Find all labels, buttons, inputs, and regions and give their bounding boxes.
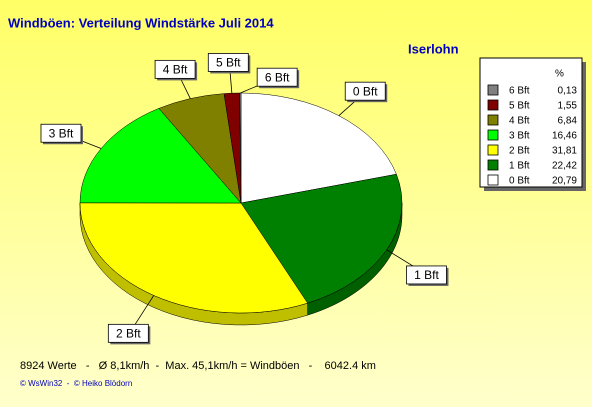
legend-label: 5 Bft [509, 101, 530, 112]
legend-label: 3 Bft [509, 131, 530, 142]
legend-title: % [555, 69, 564, 80]
slice-label: 0 Bft [353, 84, 378, 98]
legend-swatch [487, 84, 499, 96]
legend-value: 20,79 [552, 176, 577, 187]
chart-title: Windböen: Verteilung Windstärke Juli 201… [8, 15, 274, 30]
legend-label: 2 Bft [509, 146, 530, 157]
label-box [406, 265, 447, 285]
legend-label: 1 Bft [509, 161, 530, 172]
label-box [256, 67, 298, 87]
slice-label: 4 Bft [163, 63, 188, 77]
credits: © WsWin32 - © Heiko Blödorn [20, 379, 132, 388]
slice [240, 173, 403, 304]
legend-swatch [487, 129, 499, 141]
legend-swatch [487, 144, 499, 156]
slice [79, 202, 309, 314]
slice [240, 92, 397, 204]
slice-label: 1 Bft [414, 268, 439, 282]
legend-value: 6,84 [558, 116, 578, 127]
label-box [40, 123, 82, 143]
legend-value: 1,55 [558, 101, 578, 112]
label-box [154, 59, 196, 79]
label-box [207, 53, 249, 72]
legend-value: 31,81 [552, 146, 577, 157]
legend-value: 22,42 [552, 161, 577, 172]
legend-swatch [487, 174, 499, 186]
slice-label: 6 Bft [265, 70, 290, 84]
slice-label: 3 Bft [49, 126, 74, 140]
label-box [107, 323, 149, 343]
slice-label: 5 Bft [216, 56, 241, 70]
legend-swatch [487, 159, 499, 171]
legend-label: 6 Bft [509, 86, 530, 97]
footer: 8924 Werte - Ø 8,1km/h - Max. 45,1km/h =… [20, 360, 376, 372]
chart-subtitle: Iserlohn [408, 41, 459, 56]
legend-value: 0,13 [558, 86, 578, 97]
slice-label: 2 Bft [116, 327, 141, 341]
legend-value: 16,46 [552, 131, 577, 142]
label-box [344, 81, 386, 101]
legend-label: 4 Bft [509, 116, 530, 127]
legend-swatch [487, 114, 499, 126]
legend-swatch [487, 99, 499, 111]
legend-label: 0 Bft [509, 176, 530, 187]
